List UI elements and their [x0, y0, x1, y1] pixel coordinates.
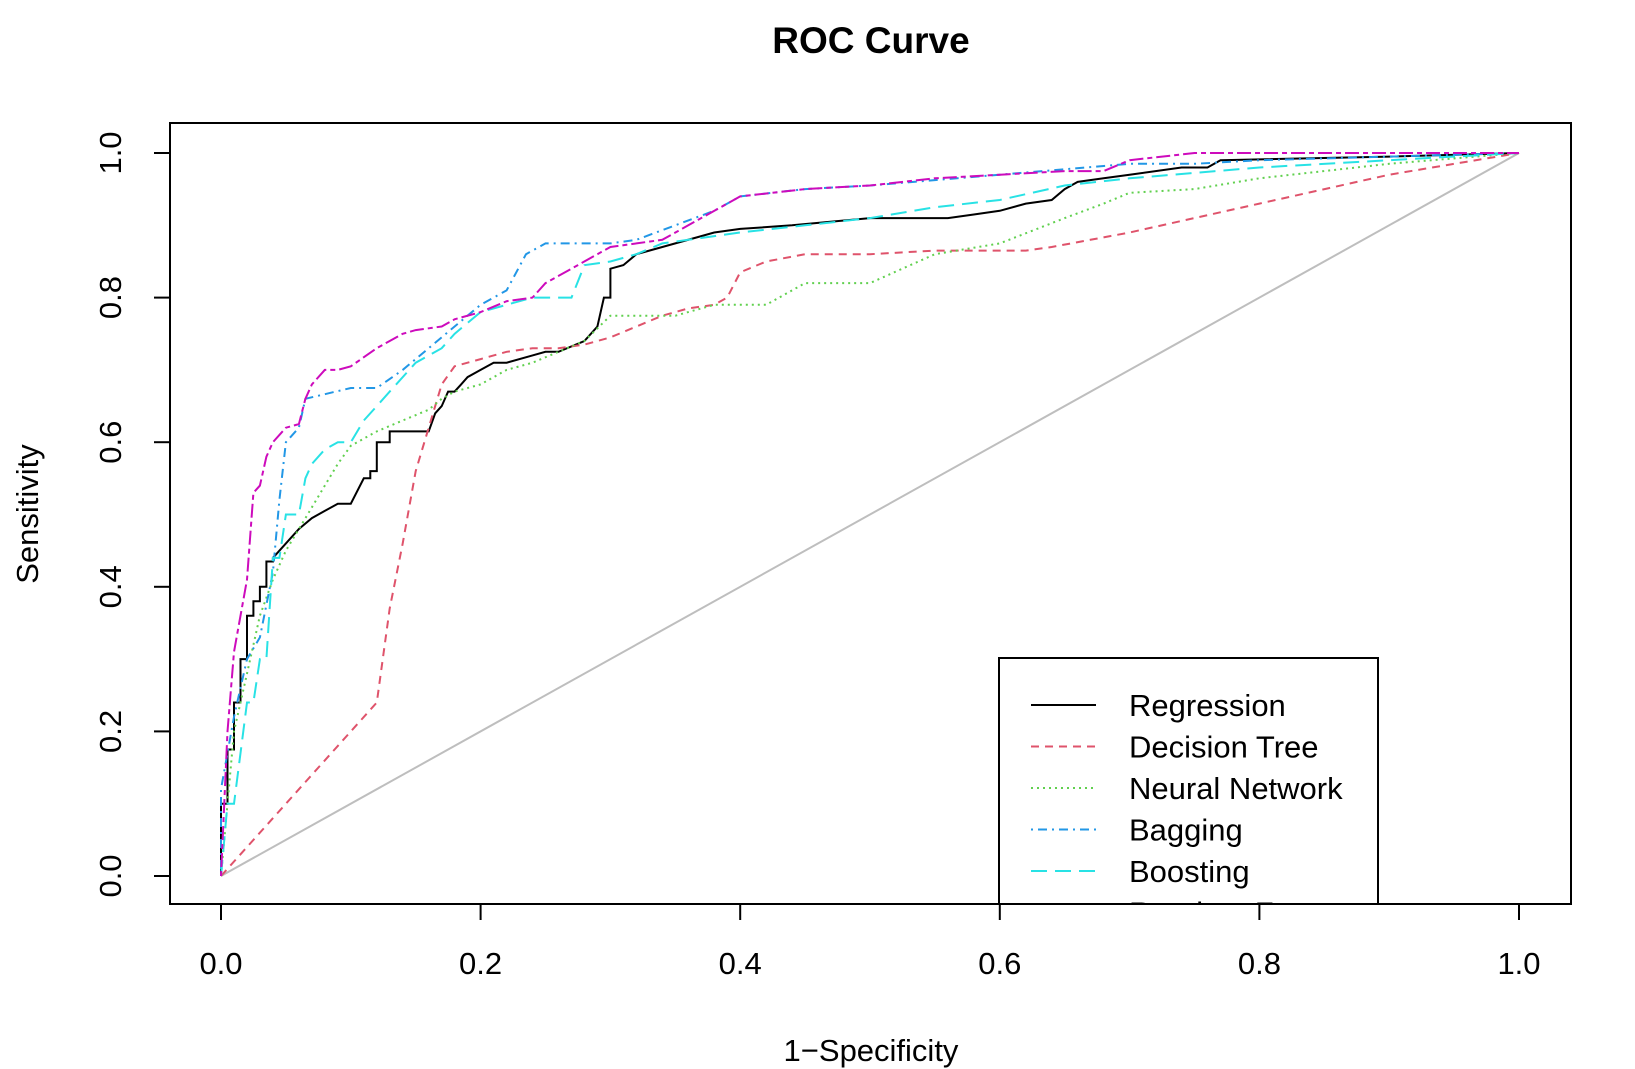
- legend-label: Random Forest: [1129, 896, 1343, 931]
- y-tick-label: 0.8: [93, 276, 128, 319]
- series-line-regression: [220, 152, 1520, 876]
- series-line-boosting: [220, 152, 1520, 877]
- y-axis-label: Sensitivity: [10, 444, 45, 584]
- reference-diagonal: [220, 152, 1520, 877]
- legend-label: Bagging: [1129, 813, 1243, 848]
- x-tick-label: 0.2: [459, 946, 502, 981]
- y-tick-label: 0.4: [93, 565, 128, 608]
- x-axis: 0.0 0.2 0.4 0.6 0.8 1.0: [199, 903, 1541, 981]
- legend-label: Boosting: [1129, 854, 1250, 889]
- x-tick-label: 0.0: [199, 946, 242, 981]
- series-layer: [220, 152, 1520, 877]
- y-tick-label: 1.0: [93, 131, 128, 174]
- series-line-neural-network: [220, 152, 1520, 877]
- series-line-decision-tree: [220, 152, 1520, 877]
- legend-label: Decision Tree: [1129, 730, 1319, 765]
- x-tick-label: 0.6: [978, 946, 1021, 981]
- reference-layer: [220, 152, 1520, 877]
- x-tick-label: 0.4: [719, 946, 762, 981]
- x-tick-label: 0.8: [1238, 946, 1281, 981]
- chart-title: ROC Curve: [772, 20, 969, 61]
- y-axis: 0.0 0.2 0.4 0.6 0.8 1.0: [93, 131, 171, 898]
- x-axis-label: 1−Specificity: [784, 1033, 959, 1068]
- y-tick-label: 0.6: [93, 421, 128, 464]
- legend-box: [998, 657, 1379, 904]
- y-tick-label: 0.2: [93, 710, 128, 753]
- series-line-bagging: [220, 152, 1520, 876]
- y-tick-label: 0.0: [93, 854, 128, 897]
- legend-label: Regression: [1129, 688, 1286, 723]
- x-tick-label: 1.0: [1497, 946, 1540, 981]
- series-line-random-forest: [220, 152, 1519, 877]
- legend: Regression Decision Tree Neural Network Bag…: [998, 657, 1379, 931]
- legend-label: Neural Network: [1129, 771, 1343, 806]
- legend-items: Regression Decision Tree Neural Network Bag…: [1031, 688, 1343, 931]
